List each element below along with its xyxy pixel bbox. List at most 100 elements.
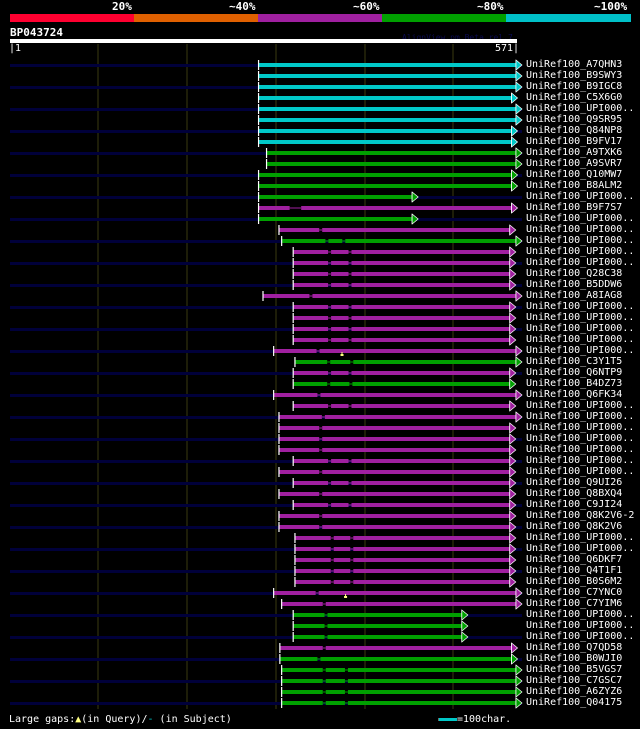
hit-label[interactable]: UniRef100_Q28C38 — [526, 268, 623, 279]
alignment-segment — [294, 569, 331, 573]
hit-label[interactable]: UniRef100_B8ALM2 — [526, 180, 623, 191]
hit-label[interactable]: UniRef100_B4DZ73 — [526, 378, 623, 389]
hit-label[interactable]: UniRef100_Q9UI26 — [526, 477, 623, 488]
alignment-segment — [347, 690, 516, 694]
alignment-arrow-icon — [509, 455, 517, 467]
alignment-segment — [327, 624, 462, 628]
hit-label[interactable]: UniRef100_UPI000.. — [526, 323, 635, 334]
hit-label[interactable]: UniRef100_UPI000.. — [526, 631, 635, 642]
alignment-segment — [322, 448, 510, 452]
hit-label[interactable]: UniRef100_UPI000.. — [526, 301, 635, 312]
hit-label[interactable]: UniRef100_C7YNC0 — [526, 587, 623, 598]
row-background — [10, 504, 522, 507]
hit-label[interactable]: UniRef100_UPI000.. — [526, 466, 635, 477]
hit-label[interactable]: UniRef100_UPI000.. — [526, 345, 635, 356]
alignment-arrow-icon — [509, 279, 517, 291]
hit-label[interactable]: UniRef100_B9FV17 — [526, 136, 623, 147]
alignment-segment — [278, 514, 320, 518]
alignment-segment — [352, 382, 510, 386]
hit-label[interactable]: UniRef100_B5VGS7 — [526, 664, 623, 675]
hit-label[interactable]: UniRef100_UPI000.. — [526, 444, 635, 455]
hit-label[interactable]: UniRef100_UPI000.. — [526, 213, 635, 224]
alignment-segment — [327, 613, 462, 617]
hit-label[interactable]: UniRef100_B0S6M2 — [526, 576, 623, 587]
hit-label[interactable]: UniRef100_UPI000.. — [526, 246, 635, 257]
alignment-segment — [278, 525, 320, 529]
hit-label[interactable]: UniRef100_C9JI24 — [526, 499, 623, 510]
hit-label[interactable]: UniRef100_Q8BXQ4 — [526, 488, 623, 499]
scale-segment-80 — [382, 14, 506, 22]
hit-label[interactable]: UniRef100_UPI000.. — [526, 433, 635, 444]
hit-label[interactable]: UniRef100_B9SWY3 — [526, 70, 623, 81]
hit-label[interactable]: UniRef100_Q4T1F1 — [526, 565, 623, 576]
hit-label[interactable]: UniRef100_C7YIM6 — [526, 598, 623, 609]
hit-label[interactable]: UniRef100_A6ZYZ6 — [526, 686, 623, 697]
alignment-segment — [351, 503, 510, 507]
hit-label[interactable]: UniRef100_B5DDW6 — [526, 279, 623, 290]
hit-label[interactable]: UniRef100_UPI000.. — [526, 191, 635, 202]
hit-label[interactable]: UniRef100_Q8K2V6-2 — [526, 510, 635, 521]
row-background — [10, 394, 522, 397]
hit-label[interactable]: UniRef100_UPI000.. — [526, 103, 635, 114]
hit-label[interactable]: UniRef100_UPI000.. — [526, 334, 635, 345]
hit-label[interactable]: UniRef100_UPI000.. — [526, 620, 635, 631]
alignment-segment — [281, 239, 326, 243]
hit-label[interactable]: UniRef100_UPI000.. — [526, 235, 635, 246]
hit-label[interactable]: UniRef100_Q6NTP9 — [526, 367, 623, 378]
hit-label[interactable]: UniRef100_Q7QD58 — [526, 642, 623, 653]
hit-label[interactable]: UniRef100_Q6FK34 — [526, 389, 623, 400]
hit-label[interactable]: UniRef100_UPI000.. — [526, 543, 635, 554]
hit-label[interactable]: UniRef100_B9F7S7 — [526, 202, 623, 213]
alignment-segment — [351, 305, 510, 309]
alignment-arrow-icon — [511, 180, 519, 192]
hit-label[interactable]: UniRef100_Q6DKF7 — [526, 554, 623, 565]
row-background — [10, 482, 522, 485]
hit-label[interactable]: UniRef100_UPI000.. — [526, 257, 635, 268]
hit-label[interactable]: UniRef100_UPI000.. — [526, 609, 635, 620]
hit-label[interactable]: UniRef100_C7GSC7 — [526, 675, 623, 686]
hit-label[interactable]: UniRef100_A9SVR7 — [526, 158, 623, 169]
hit-label[interactable]: UniRef100_A8IAG8 — [526, 290, 623, 301]
alignment-arrow-icon — [509, 312, 517, 324]
alignment-arrow-icon — [461, 609, 469, 621]
query-bar — [10, 39, 517, 43]
hit-label[interactable]: UniRef100_C5X6G0 — [526, 92, 623, 103]
alignment-segment — [278, 426, 320, 430]
row-background — [10, 306, 522, 309]
hit-label[interactable]: UniRef100_Q10MW7 — [526, 169, 623, 180]
subject-gap-text: (in Subject) — [153, 714, 232, 725]
hit-label[interactable]: UniRef100_UPI000.. — [526, 455, 635, 466]
hit-label[interactable]: UniRef100_Q04175 — [526, 697, 623, 708]
alignment-segment — [281, 602, 323, 606]
hit-label[interactable]: UniRef100_B0WJI0 — [526, 653, 623, 664]
hit-label[interactable]: UniRef100_UPI000.. — [526, 224, 635, 235]
subject-gap-symbol: - — [147, 714, 154, 725]
hit-label[interactable]: UniRef100_C3Y1T5 — [526, 356, 623, 367]
scale-label-80: ~80% — [477, 0, 504, 13]
hit-label[interactable]: UniRef100_Q8K2V6 — [526, 521, 623, 532]
hit-label[interactable]: UniRef100_UPI000.. — [526, 312, 635, 323]
alignment-segment — [279, 646, 323, 650]
hit-label[interactable]: UniRef100_B9IGC8 — [526, 81, 623, 92]
alignment-arrow-icon — [511, 202, 519, 214]
hit-label[interactable]: UniRef100_UPI000.. — [526, 532, 635, 543]
scale-bar-icon — [438, 717, 457, 721]
hit-label[interactable]: UniRef100_UPI000.. — [526, 422, 635, 433]
alignment-arrow-icon — [509, 576, 517, 588]
hit-label[interactable]: UniRef100_UPI000.. — [526, 400, 635, 411]
alignment-arrow-icon — [515, 235, 523, 247]
hit-label[interactable]: UniRef100_A9TXK6 — [526, 147, 623, 158]
hit-label[interactable]: UniRef100_UPI000.. — [526, 411, 635, 422]
alignment-segment — [333, 558, 351, 562]
hit-label[interactable]: UniRef100_A7QHN3 — [526, 59, 623, 70]
alignment-segment — [320, 393, 516, 397]
hit-label[interactable]: UniRef100_Q84NP8 — [526, 125, 623, 136]
alignment-segment — [353, 580, 510, 584]
alignment-arrow-icon — [411, 191, 419, 203]
hit-label[interactable]: UniRef100_Q9SR95 — [526, 114, 623, 125]
alignment-arrow-icon — [511, 92, 519, 104]
scale-label-20: 20% — [112, 0, 132, 13]
alignment-segment — [293, 371, 329, 375]
alignment-segment — [325, 679, 345, 683]
alignment-segment — [331, 316, 349, 320]
